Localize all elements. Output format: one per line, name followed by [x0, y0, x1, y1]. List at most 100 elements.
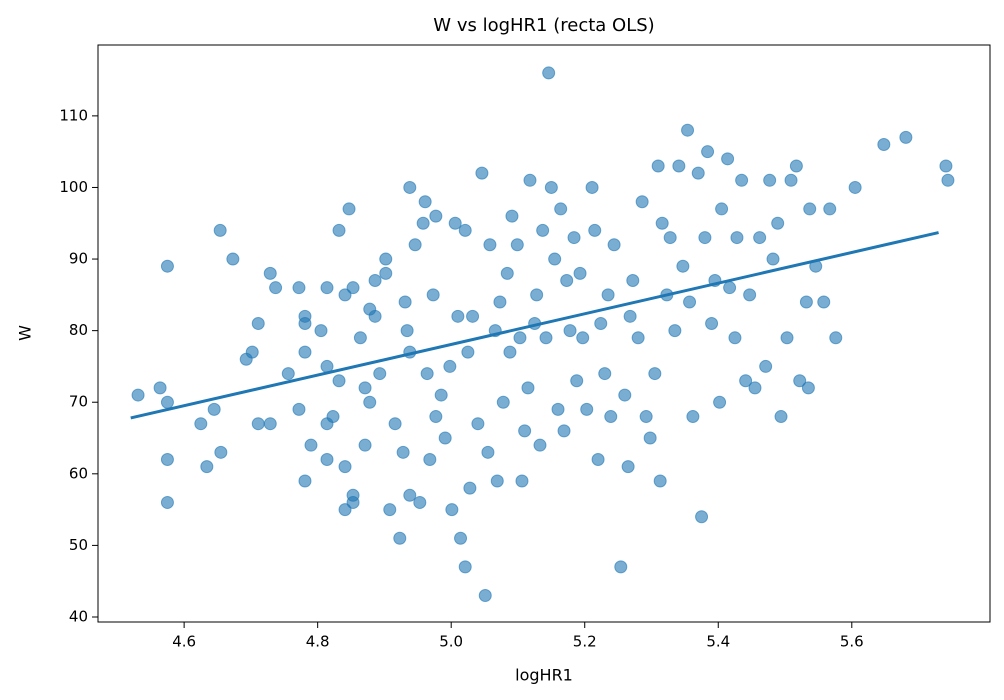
- point: [445, 503, 459, 517]
- point: [530, 288, 544, 302]
- point: [160, 452, 174, 466]
- point: [542, 66, 556, 80]
- point: [588, 223, 602, 237]
- point: [358, 381, 372, 395]
- point: [398, 295, 412, 309]
- point: [338, 288, 352, 302]
- point: [557, 424, 571, 438]
- y-axis-label: W: [16, 325, 35, 341]
- point: [500, 266, 514, 280]
- point: [607, 238, 621, 252]
- point: [379, 252, 393, 266]
- point: [160, 495, 174, 509]
- point: [668, 324, 682, 338]
- x-tick-label: 4.8: [306, 633, 330, 651]
- point: [403, 488, 417, 502]
- point: [160, 259, 174, 273]
- x-tick-label: 5.2: [573, 633, 597, 651]
- point: [358, 438, 372, 452]
- x-tick-label: 5.0: [439, 633, 463, 651]
- point: [338, 460, 352, 474]
- point: [153, 381, 167, 395]
- point: [631, 331, 645, 345]
- point: [478, 589, 492, 603]
- point: [475, 166, 489, 180]
- point: [793, 374, 807, 388]
- point: [298, 345, 312, 359]
- point: [723, 281, 737, 295]
- point: [594, 316, 608, 330]
- y-tick-label: 70: [69, 393, 88, 411]
- point: [214, 445, 228, 459]
- point: [481, 445, 495, 459]
- point: [263, 417, 277, 431]
- point: [483, 238, 497, 252]
- point: [651, 159, 665, 173]
- point: [332, 374, 346, 388]
- point: [713, 395, 727, 409]
- point: [614, 560, 628, 574]
- point: [635, 195, 649, 209]
- point: [496, 395, 510, 409]
- point: [458, 560, 472, 574]
- point: [515, 474, 529, 488]
- point: [639, 410, 653, 424]
- point: [521, 381, 535, 395]
- point: [743, 288, 757, 302]
- point: [655, 216, 669, 230]
- point: [784, 173, 798, 187]
- point: [207, 402, 221, 416]
- point: [570, 374, 584, 388]
- point: [393, 531, 407, 545]
- point: [304, 438, 318, 452]
- point: [226, 252, 240, 266]
- point: [695, 510, 709, 524]
- point: [598, 367, 612, 381]
- point: [771, 216, 785, 230]
- point: [200, 460, 214, 474]
- point: [314, 324, 328, 338]
- point: [263, 266, 277, 280]
- point: [576, 331, 590, 345]
- y-tick-label: 50: [69, 536, 88, 554]
- point: [451, 309, 465, 323]
- y-tick-label: 100: [59, 178, 88, 196]
- point: [715, 202, 729, 216]
- point: [653, 474, 667, 488]
- point: [774, 410, 788, 424]
- point: [292, 402, 306, 416]
- point: [458, 223, 472, 237]
- point: [753, 231, 767, 245]
- point: [490, 474, 504, 488]
- point: [426, 288, 440, 302]
- point: [418, 195, 432, 209]
- point: [701, 145, 715, 159]
- point: [539, 331, 553, 345]
- point: [763, 173, 777, 187]
- point: [363, 395, 377, 409]
- point: [320, 452, 334, 466]
- point: [766, 252, 780, 266]
- point: [403, 180, 417, 194]
- point: [573, 266, 587, 280]
- point: [676, 259, 690, 273]
- point: [379, 266, 393, 280]
- point: [721, 152, 735, 166]
- point: [848, 180, 862, 194]
- point: [338, 503, 352, 517]
- point: [429, 410, 443, 424]
- point: [131, 388, 145, 402]
- point: [160, 395, 174, 409]
- point: [567, 231, 581, 245]
- y-tick-label: 60: [69, 464, 88, 482]
- point: [626, 274, 640, 288]
- point: [648, 367, 662, 381]
- point: [829, 331, 843, 345]
- point: [601, 288, 615, 302]
- point: [604, 410, 618, 424]
- point: [408, 238, 422, 252]
- point: [368, 309, 382, 323]
- point: [799, 295, 813, 309]
- point: [368, 274, 382, 288]
- point: [292, 281, 306, 295]
